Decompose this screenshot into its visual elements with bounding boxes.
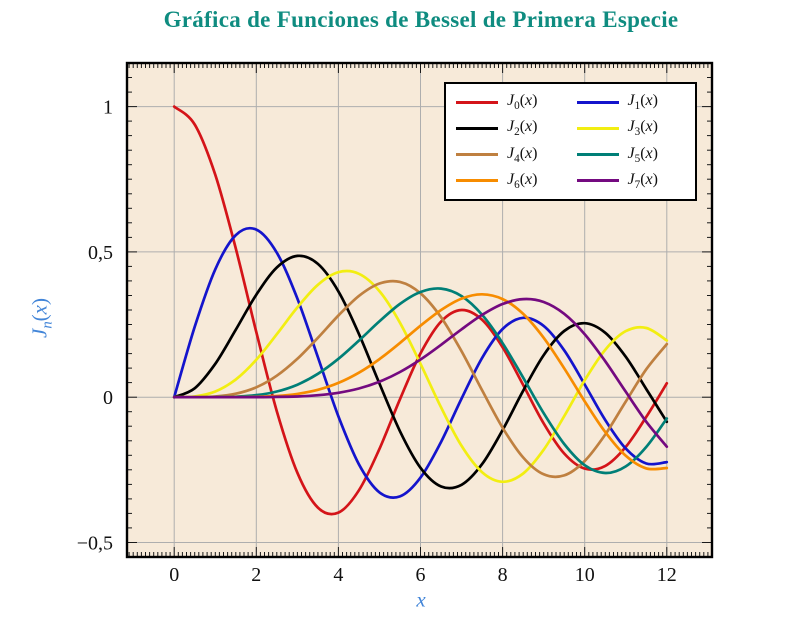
legend-label-0: J0(x) bbox=[507, 92, 538, 113]
legend-item-2: J2(x) bbox=[456, 118, 565, 138]
legend: J0(x) J1(x) J2(x) J3(x) J4(x) J5(x) J6(x) J7(x) bbox=[444, 82, 697, 201]
legend-item-4: J4(x) bbox=[456, 145, 565, 165]
tick-labels: 0 2 4 6 8 10 12 −0,5 0 0,5 1 bbox=[77, 97, 677, 586]
legend-item-3: J3(x) bbox=[576, 118, 686, 139]
y-tick-label: 0,5 bbox=[88, 242, 113, 264]
x-tick-label: 8 bbox=[498, 564, 508, 586]
legend-swatch-4 bbox=[456, 153, 498, 157]
legend-swatch-0 bbox=[456, 100, 498, 104]
legend-label-4: J4(x) bbox=[507, 144, 538, 165]
x-tick-label: 6 bbox=[416, 564, 426, 586]
chart-title: Gráfica de Funciones de Bessel de Primer… bbox=[163, 7, 679, 32]
x-tick-label: 2 bbox=[251, 564, 261, 586]
series-J_3(x) bbox=[172, 269, 669, 484]
y-tick-label: 1 bbox=[103, 97, 113, 119]
y-axis-label: Jn(x) bbox=[27, 298, 56, 338]
x-tick-label: 0 bbox=[169, 564, 179, 586]
legend-item-7: J7(x) bbox=[576, 170, 686, 191]
series-J_7(x) bbox=[172, 297, 669, 449]
series-J_5(x) bbox=[172, 287, 669, 475]
legend-label-3: J3(x) bbox=[627, 118, 658, 139]
legend-item-6: J6(x) bbox=[456, 171, 565, 191]
x-tick-label: 4 bbox=[333, 564, 343, 586]
legend-swatch-3 bbox=[576, 126, 619, 130]
legend-swatch-5 bbox=[576, 153, 619, 157]
series-J_2(x) bbox=[172, 254, 669, 490]
legend-label-2: J2(x) bbox=[507, 118, 538, 139]
series-J_1(x) bbox=[172, 226, 669, 499]
x-axis-label: x bbox=[416, 587, 426, 612]
legend-label-1: J1(x) bbox=[627, 92, 658, 113]
y-tick-label: −0,5 bbox=[77, 533, 113, 555]
legend-label-7: J7(x) bbox=[627, 170, 658, 191]
legend-swatch-1 bbox=[576, 100, 619, 104]
legend-item-5: J5(x) bbox=[576, 144, 686, 165]
x-tick-label: 10 bbox=[575, 564, 595, 586]
legend-swatch-6 bbox=[456, 179, 498, 183]
legend-swatch-2 bbox=[456, 126, 498, 130]
legend-item-1: J1(x) bbox=[576, 92, 686, 113]
legend-label-6: J6(x) bbox=[507, 170, 538, 191]
legend-swatch-7 bbox=[576, 179, 619, 183]
series-curves bbox=[172, 105, 669, 516]
legend-label-5: J5(x) bbox=[627, 144, 658, 165]
legend-item-0: J0(x) bbox=[456, 92, 565, 112]
x-tick-label: 12 bbox=[657, 564, 677, 586]
y-tick-label: 0 bbox=[103, 387, 113, 409]
plot-frame bbox=[125, 61, 714, 559]
